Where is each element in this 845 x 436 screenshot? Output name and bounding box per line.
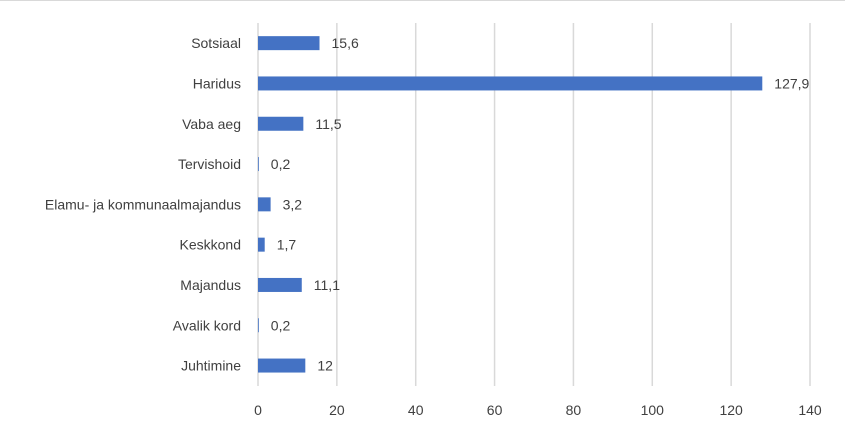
x-tick-label: 140	[798, 402, 822, 418]
bar	[258, 197, 271, 212]
data-label: 12	[317, 358, 333, 374]
category-axis: Sotsiaal Haridus Vaba aeg Tervishoid Elamu- …	[45, 35, 241, 373]
bar	[258, 358, 306, 373]
category-label: Sotsiaal	[191, 35, 241, 51]
x-tick-label: 60	[487, 402, 503, 418]
data-label: 1,7	[277, 237, 297, 253]
data-label: 11,1	[314, 277, 340, 293]
data-label: 127,9	[774, 75, 809, 91]
x-tick-label: 100	[641, 402, 665, 418]
data-labels: 15,6 127,9 11,5 0,2 3,2 1,7 11,1 0,2 12	[271, 35, 810, 373]
bar	[258, 116, 304, 131]
x-tick-label: 20	[329, 402, 345, 418]
bar	[258, 237, 265, 252]
data-label: 0,2	[271, 317, 291, 333]
bar	[258, 277, 302, 292]
category-label: Vaba aeg	[182, 116, 241, 132]
data-label: 0,2	[271, 156, 291, 172]
data-label: 11,5	[315, 116, 341, 132]
category-label: Majandus	[180, 277, 241, 293]
category-label: Keskkond	[180, 237, 241, 253]
bar	[258, 157, 259, 172]
category-label: Juhtimine	[181, 358, 241, 374]
bars	[258, 36, 763, 373]
bar	[258, 76, 763, 91]
value-axis: 0 20 40 60 80 100 120 140	[254, 402, 822, 418]
category-label: Tervishoid	[178, 156, 241, 172]
x-tick-label: 80	[566, 402, 582, 418]
bar	[258, 318, 259, 333]
x-tick-label: 40	[408, 402, 424, 418]
category-label: Avalik kord	[173, 317, 241, 333]
data-label: 3,2	[283, 196, 303, 212]
category-label: Elamu- ja kommunaalmajandus	[45, 196, 241, 212]
x-tick-label: 0	[254, 402, 262, 418]
data-label: 15,6	[332, 35, 359, 51]
category-label: Haridus	[193, 75, 241, 91]
x-tick-label: 120	[719, 402, 743, 418]
bar	[258, 36, 320, 51]
